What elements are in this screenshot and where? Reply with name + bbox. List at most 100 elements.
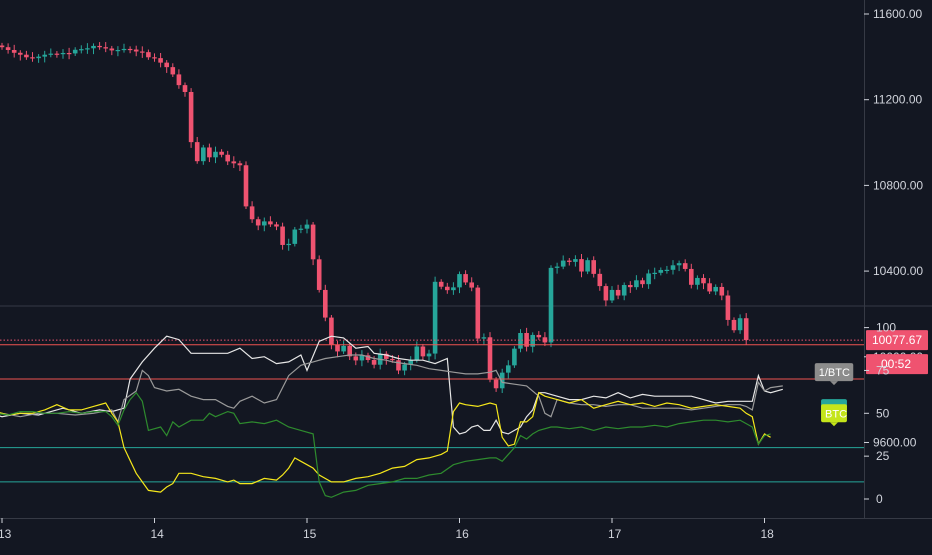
candle[interactable] [127, 48, 133, 51]
candle[interactable] [292, 229, 298, 244]
candle[interactable] [554, 266, 560, 268]
candle[interactable] [560, 260, 566, 267]
candle[interactable] [365, 355, 371, 360]
candle[interactable] [573, 259, 578, 262]
candle[interactable] [225, 154, 230, 162]
candle[interactable] [170, 67, 176, 75]
candle[interactable] [499, 372, 505, 389]
candle[interactable] [634, 280, 639, 288]
candle[interactable] [512, 348, 517, 366]
candle[interactable] [121, 48, 127, 51]
candle[interactable] [402, 364, 407, 371]
candle[interactable] [615, 289, 621, 296]
candle[interactable] [420, 346, 426, 357]
candle[interactable] [30, 57, 35, 59]
candle[interactable] [414, 346, 420, 360]
candle[interactable] [5, 47, 11, 50]
candle[interactable] [487, 337, 493, 380]
candle[interactable] [298, 228, 304, 230]
candle[interactable] [585, 260, 590, 272]
candle[interactable] [451, 287, 456, 291]
candle[interactable] [231, 161, 237, 164]
candle[interactable] [323, 289, 328, 318]
candle[interactable] [689, 268, 694, 285]
candle[interactable] [0, 45, 5, 48]
candle[interactable] [438, 281, 444, 287]
candle[interactable] [426, 353, 432, 357]
candle[interactable] [304, 224, 310, 229]
candle[interactable] [682, 263, 688, 269]
series-line-gray[interactable] [0, 354, 783, 424]
candle[interactable] [646, 273, 651, 285]
candle[interactable] [725, 295, 731, 320]
candle[interactable] [286, 243, 291, 246]
candle[interactable] [628, 285, 633, 288]
series-line-btc[interactable] [0, 391, 771, 493]
candle[interactable] [670, 265, 676, 270]
candle[interactable] [676, 263, 682, 266]
candle[interactable] [24, 54, 29, 58]
candle[interactable] [506, 365, 511, 373]
candle[interactable] [85, 48, 90, 50]
candle[interactable] [432, 281, 438, 354]
candle[interactable] [158, 58, 163, 63]
candle[interactable] [445, 286, 450, 291]
candle[interactable] [548, 267, 554, 343]
candle[interactable] [536, 334, 542, 338]
candle[interactable] [60, 52, 66, 55]
candle[interactable] [11, 49, 17, 53]
candle[interactable] [316, 259, 322, 290]
candle[interactable] [719, 286, 725, 296]
candle[interactable] [91, 45, 96, 49]
candle[interactable] [609, 289, 615, 301]
candle[interactable] [396, 360, 401, 371]
candle[interactable] [359, 355, 365, 361]
candle[interactable] [493, 379, 499, 389]
candle[interactable] [695, 277, 700, 285]
candle[interactable] [707, 283, 712, 292]
candle[interactable] [146, 52, 151, 58]
candle[interactable] [731, 319, 737, 331]
candle[interactable] [79, 49, 84, 51]
candle[interactable] [603, 286, 609, 301]
candle[interactable] [743, 318, 749, 341]
candle[interactable] [188, 91, 194, 143]
candle[interactable] [42, 54, 47, 57]
candle[interactable] [591, 260, 596, 274]
candle[interactable] [658, 270, 664, 273]
series-line-green[interactable] [0, 391, 771, 498]
candle[interactable] [597, 273, 603, 287]
candle[interactable] [97, 45, 102, 48]
candle[interactable] [201, 147, 206, 162]
candle[interactable] [274, 224, 279, 227]
candle[interactable] [408, 359, 413, 365]
candle[interactable] [518, 333, 523, 349]
candle[interactable] [48, 53, 54, 55]
candle[interactable] [280, 226, 285, 245]
series-line-1-btc[interactable] [0, 335, 783, 435]
candle[interactable] [262, 221, 267, 226]
candle[interactable] [530, 334, 535, 347]
candle[interactable] [176, 74, 182, 86]
candle[interactable] [213, 151, 218, 158]
candle[interactable] [133, 49, 139, 52]
candle[interactable] [182, 85, 188, 92]
candle[interactable] [371, 359, 377, 365]
candle[interactable] [72, 49, 78, 54]
candle[interactable] [152, 57, 157, 59]
candle[interactable] [66, 52, 72, 55]
candle[interactable] [640, 280, 645, 285]
candle[interactable] [384, 353, 389, 359]
candle[interactable] [341, 345, 346, 352]
candle[interactable] [18, 52, 23, 55]
candle[interactable] [737, 318, 743, 331]
candle[interactable] [268, 221, 273, 225]
candle[interactable] [115, 49, 121, 52]
candle[interactable] [54, 53, 60, 55]
candle[interactable] [463, 274, 468, 283]
candle[interactable] [329, 317, 334, 345]
candle[interactable] [310, 224, 316, 260]
candle[interactable] [713, 286, 718, 292]
